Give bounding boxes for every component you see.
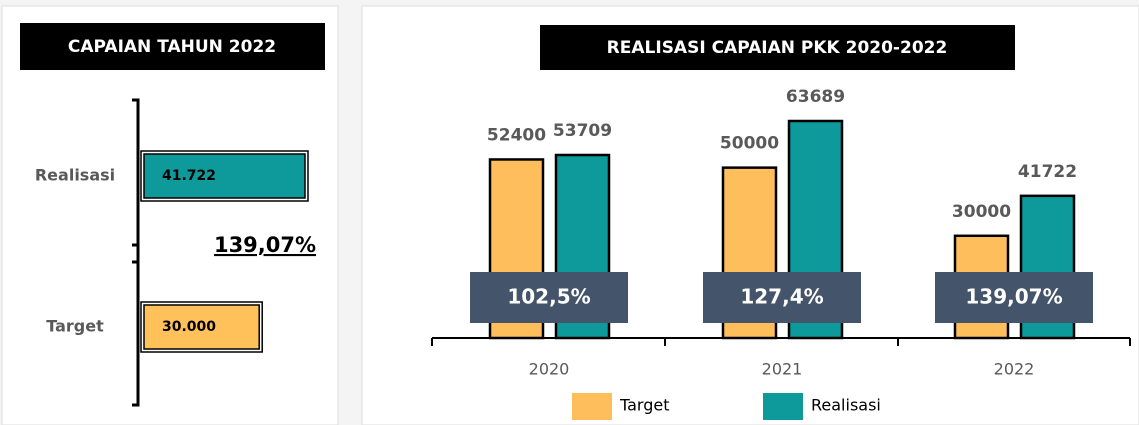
title-box bbox=[20, 23, 325, 70]
value-label: 63689 bbox=[786, 87, 845, 107]
chart-title: CAPAIAN TAHUN 2022 bbox=[68, 37, 276, 57]
category-label: Target bbox=[46, 317, 104, 336]
bar-outline bbox=[140, 301, 263, 353]
legend-label: Realisasi bbox=[811, 396, 881, 415]
x-axis bbox=[431, 337, 1131, 346]
category-label: Realisasi bbox=[35, 166, 115, 185]
value-label: 50000 bbox=[720, 134, 779, 154]
x-tick-label: 2022 bbox=[994, 360, 1035, 379]
value-label: 41.722 bbox=[162, 168, 216, 184]
annotation: 102,5% bbox=[507, 285, 590, 309]
percent-box bbox=[703, 272, 861, 323]
x-tick-label: 2021 bbox=[762, 360, 803, 379]
legend-label: Target bbox=[619, 396, 670, 415]
value-label: 30000 bbox=[952, 202, 1011, 222]
legend-swatch bbox=[572, 393, 612, 420]
annotation: 139,07% bbox=[214, 233, 316, 257]
annotation: 139,07% bbox=[965, 285, 1062, 309]
value-label: 30.000 bbox=[162, 319, 216, 335]
percent-box bbox=[935, 272, 1093, 323]
x-tick-label: 2020 bbox=[529, 360, 570, 379]
bar bbox=[143, 304, 260, 350]
bar bbox=[143, 153, 306, 199]
title-box bbox=[540, 25, 1015, 70]
legend-swatch bbox=[763, 393, 803, 420]
value-label: 53709 bbox=[553, 121, 612, 141]
value-label: 41722 bbox=[1018, 162, 1077, 182]
chart-title: REALISASI CAPAIAN PKK 2020-2022 bbox=[607, 38, 948, 58]
bar-outline bbox=[140, 150, 309, 202]
axis-line bbox=[132, 98, 140, 407]
percent-box bbox=[470, 272, 628, 323]
annotation: 127,4% bbox=[740, 285, 823, 309]
left-panel bbox=[1, 5, 339, 425]
value-label: 52400 bbox=[487, 125, 546, 145]
